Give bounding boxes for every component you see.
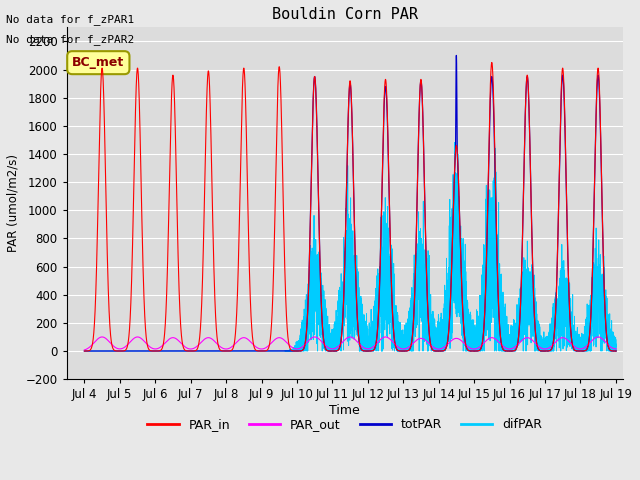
- Text: No data for f_zPAR1: No data for f_zPAR1: [6, 14, 134, 25]
- Y-axis label: PAR (umol/m2/s): PAR (umol/m2/s): [7, 154, 20, 252]
- X-axis label: Time: Time: [330, 404, 360, 417]
- Title: Bouldin Corn PAR: Bouldin Corn PAR: [272, 7, 418, 22]
- Text: BC_met: BC_met: [72, 56, 124, 69]
- Legend: PAR_in, PAR_out, totPAR, difPAR: PAR_in, PAR_out, totPAR, difPAR: [142, 413, 547, 436]
- Text: No data for f_zPAR2: No data for f_zPAR2: [6, 34, 134, 45]
